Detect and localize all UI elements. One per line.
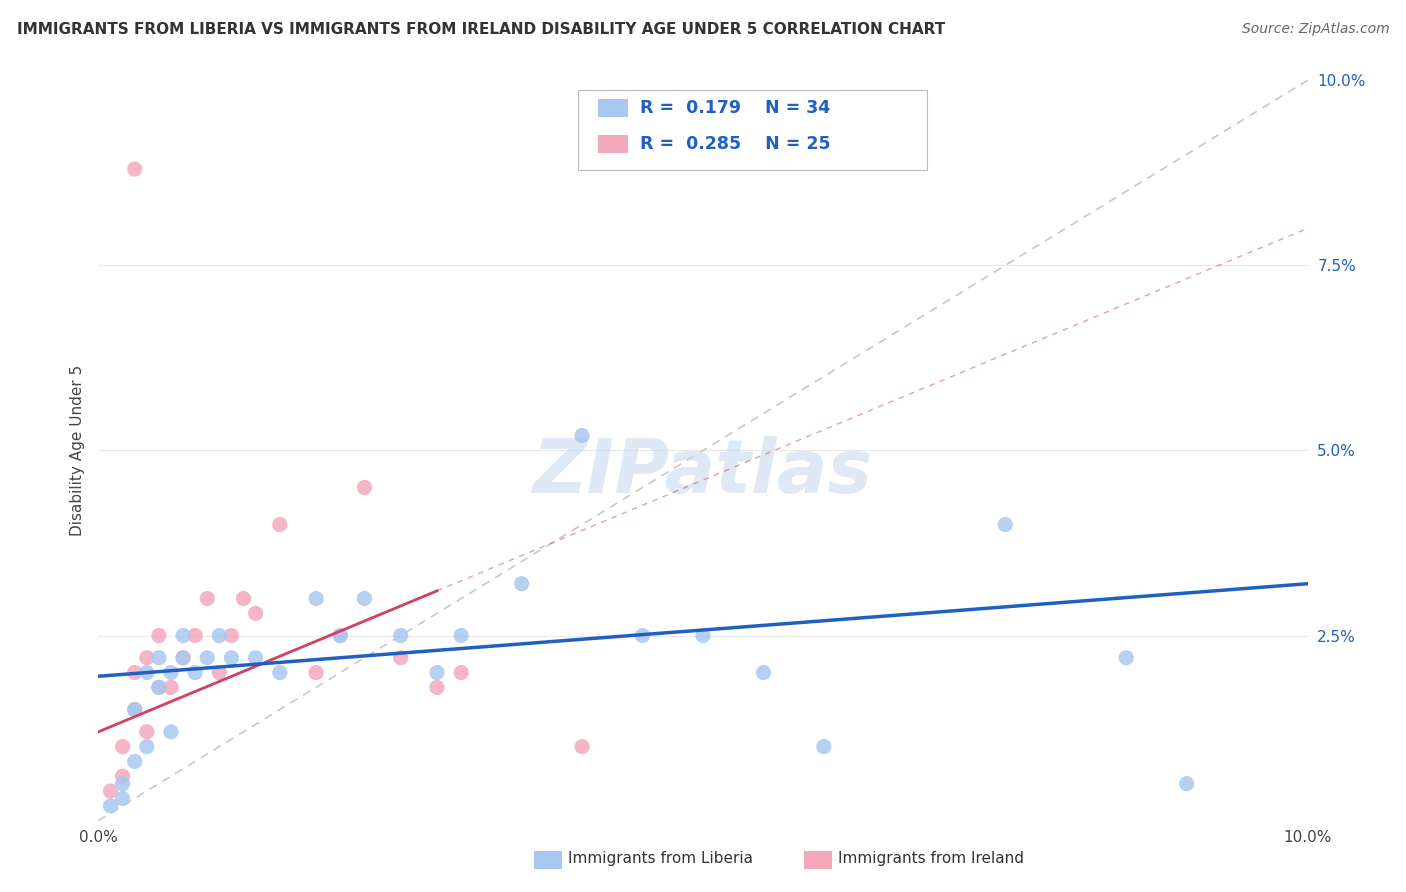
Point: [221, 650, 243, 665]
Point: [752, 665, 775, 680]
Point: [269, 517, 291, 532]
Point: [510, 576, 533, 591]
Point: [100, 784, 122, 798]
Point: [111, 791, 134, 805]
Point: [329, 628, 352, 642]
Point: [148, 628, 170, 642]
Point: [1115, 650, 1137, 665]
Text: Immigrants from Ireland: Immigrants from Ireland: [838, 851, 1024, 865]
Text: R =  0.179    N = 34: R = 0.179 N = 34: [640, 99, 830, 117]
Text: R =  0.285    N = 25: R = 0.285 N = 25: [640, 135, 831, 153]
Point: [389, 650, 412, 665]
Point: [124, 162, 146, 177]
Point: [305, 665, 328, 680]
Point: [269, 665, 291, 680]
Y-axis label: Disability Age Under 5: Disability Age Under 5: [69, 365, 84, 536]
Point: [353, 481, 375, 495]
Point: [450, 628, 472, 642]
Point: [160, 665, 183, 680]
Point: [353, 591, 375, 606]
Point: [389, 628, 412, 642]
Point: [124, 755, 146, 769]
Point: [184, 665, 207, 680]
Point: [172, 628, 194, 642]
Point: [305, 591, 328, 606]
Point: [813, 739, 835, 754]
Point: [124, 665, 146, 680]
Point: [160, 681, 183, 695]
Point: [135, 650, 157, 665]
Point: [195, 650, 218, 665]
Point: [245, 607, 267, 621]
Point: [426, 681, 449, 695]
Point: [172, 650, 194, 665]
Point: [111, 739, 134, 754]
Point: [172, 650, 194, 665]
Point: [232, 591, 254, 606]
Point: [692, 628, 714, 642]
Point: [1175, 776, 1198, 791]
Point: [135, 724, 157, 739]
Point: [208, 665, 231, 680]
Point: [221, 628, 243, 642]
Point: [184, 628, 207, 642]
Point: [571, 739, 593, 754]
Point: [124, 703, 146, 717]
Point: [148, 650, 170, 665]
Text: Immigrants from Liberia: Immigrants from Liberia: [568, 851, 754, 865]
Point: [111, 769, 134, 783]
Point: [426, 665, 449, 680]
Point: [135, 665, 157, 680]
Point: [124, 703, 146, 717]
Point: [571, 428, 593, 442]
Point: [994, 517, 1017, 532]
Point: [148, 681, 170, 695]
Point: [111, 776, 134, 791]
Point: [329, 628, 352, 642]
Point: [100, 798, 122, 813]
Point: [631, 628, 654, 642]
Text: Source: ZipAtlas.com: Source: ZipAtlas.com: [1241, 22, 1389, 37]
Point: [450, 665, 472, 680]
Point: [148, 681, 170, 695]
Text: IMMIGRANTS FROM LIBERIA VS IMMIGRANTS FROM IRELAND DISABILITY AGE UNDER 5 CORREL: IMMIGRANTS FROM LIBERIA VS IMMIGRANTS FR…: [17, 22, 945, 37]
Text: ZIPatlas: ZIPatlas: [533, 436, 873, 509]
Point: [245, 650, 267, 665]
Point: [195, 591, 218, 606]
Point: [208, 628, 231, 642]
Point: [160, 724, 183, 739]
Point: [135, 739, 157, 754]
